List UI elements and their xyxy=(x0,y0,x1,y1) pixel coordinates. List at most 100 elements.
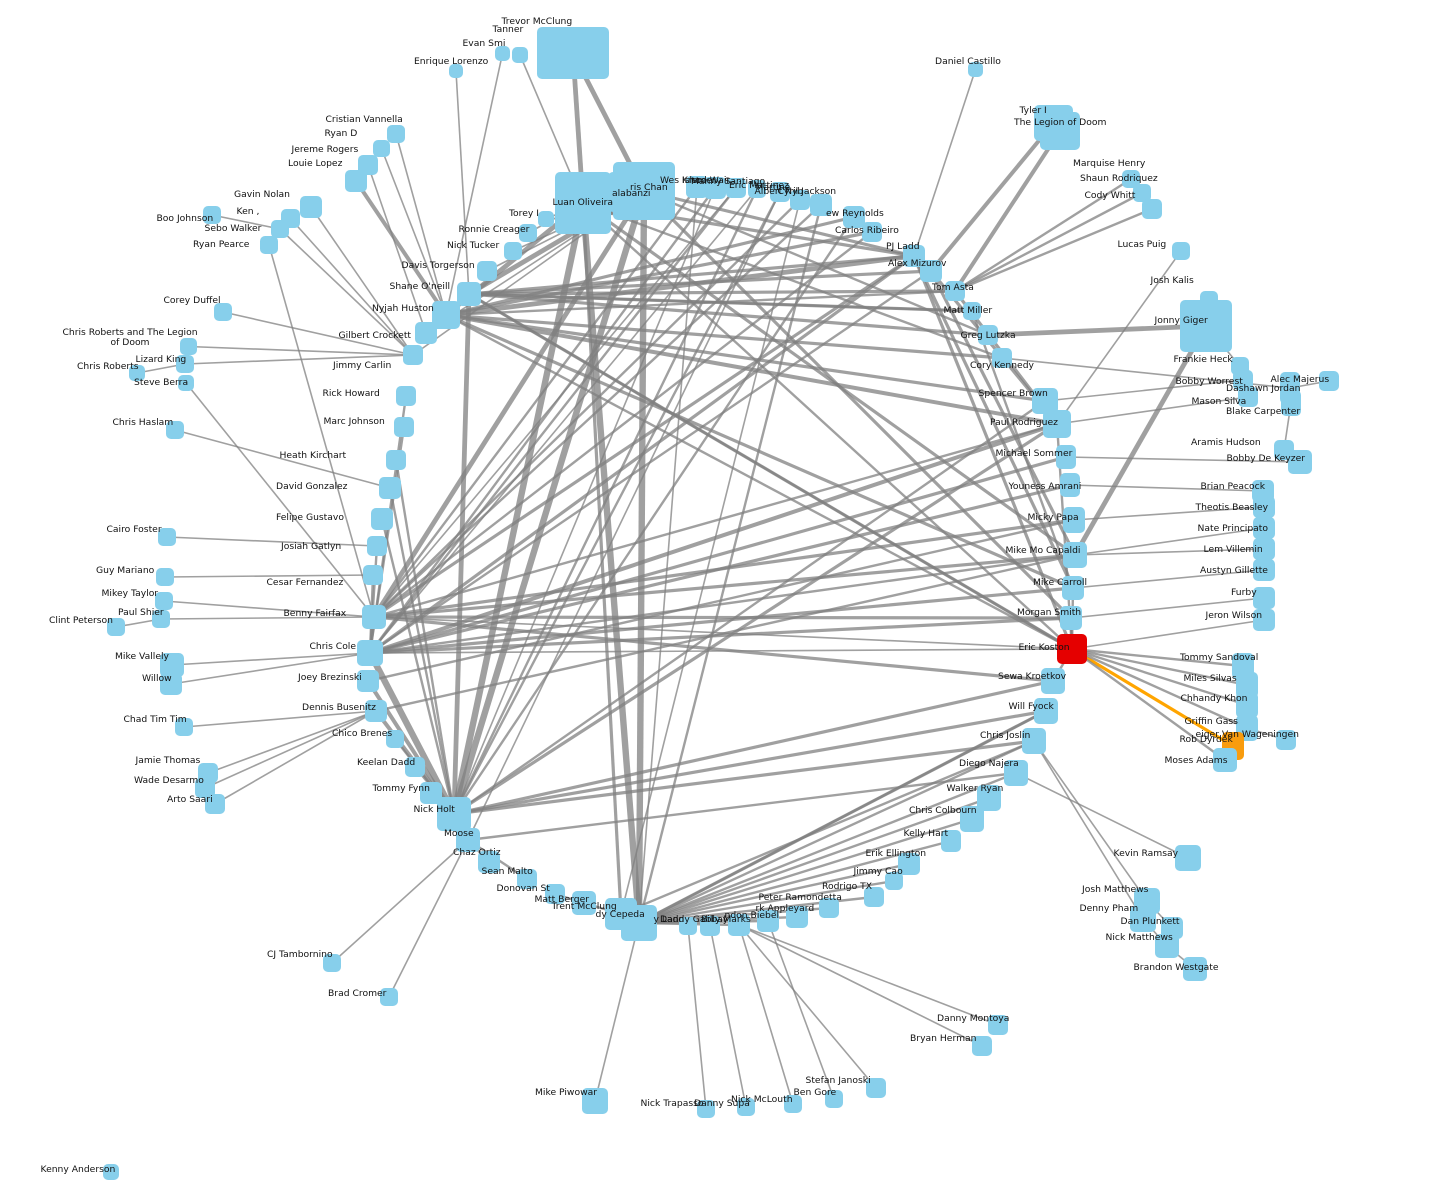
graph-node-joey-brezinski[interactable] xyxy=(357,670,379,692)
graph-node-chris-colbourn[interactable] xyxy=(960,806,984,832)
graph-node-cody-cepeda[interactable] xyxy=(621,905,657,941)
graph-node-will-fyock[interactable] xyxy=(1034,698,1058,724)
graph-node-diego-najera[interactable] xyxy=(1004,760,1028,786)
graph-node-peter-ramondetta[interactable] xyxy=(819,898,839,918)
graph-node-jeron-wilson[interactable] xyxy=(1253,609,1275,631)
graph-node-nick-matthews[interactable] xyxy=(1155,934,1179,958)
graph-node-geiger-van-wageningen[interactable] xyxy=(1276,730,1296,750)
graph-node-nick-trapasso[interactable] xyxy=(697,1100,715,1118)
graph-node-wes-kremer[interactable] xyxy=(686,176,708,198)
graph-node-bobby-worrest[interactable] xyxy=(1233,370,1253,390)
graph-node-bobby-de-keyzer[interactable] xyxy=(1288,450,1312,474)
graph-node-luan-oliveira[interactable] xyxy=(555,172,611,234)
graph-node-cyril-jackson[interactable] xyxy=(810,194,832,216)
graph-node-mason-silva[interactable] xyxy=(1238,387,1258,407)
graph-node-blake-carpenter[interactable] xyxy=(1281,390,1301,416)
graph-node-evan-smith[interactable] xyxy=(495,46,510,61)
graph-node-torey[interactable] xyxy=(538,211,554,227)
graph-node-austyn-gillette[interactable] xyxy=(1253,559,1275,581)
graph-node-albert-nyberg[interactable] xyxy=(790,190,810,210)
graph-node-eric-koston[interactable] xyxy=(1057,634,1087,664)
graph-node-jimmy-carlin[interactable] xyxy=(403,345,423,365)
graph-node-marc-johnson[interactable] xyxy=(394,417,414,437)
graph-node-chris-haslam[interactable] xyxy=(166,421,184,439)
graph-node-trevor-mcclung[interactable] xyxy=(537,27,609,79)
graph-node-paul-shier[interactable] xyxy=(152,610,170,628)
graph-node-chhandy-khon[interactable] xyxy=(1236,692,1258,718)
graph-node-greg-lutzka[interactable] xyxy=(978,325,998,345)
graph-node-kenny-anderson[interactable] xyxy=(103,1164,119,1180)
graph-node-guy-mariano[interactable] xyxy=(156,568,174,586)
graph-node-sean-malto[interactable] xyxy=(517,869,537,889)
graph-node-chaz-ortiz[interactable] xyxy=(478,851,500,873)
graph-node-kevin-ramsay[interactable] xyxy=(1175,845,1201,871)
graph-node-donovan-st[interactable] xyxy=(545,884,565,904)
graph-node-youness-amrani[interactable] xyxy=(1060,473,1080,497)
graph-node-manny-santiago[interactable] xyxy=(726,178,746,198)
graph-node-gavin-nolan[interactable] xyxy=(300,196,322,218)
graph-node-corey-duffel[interactable] xyxy=(214,303,232,321)
graph-node-keelan-dadd[interactable] xyxy=(405,757,425,777)
graph-node-mikey-taylor[interactable] xyxy=(155,592,173,610)
graph-node-brandon-biebel[interactable] xyxy=(757,910,779,932)
graph-node-furby[interactable] xyxy=(1253,587,1275,609)
graph-node-brandon-westgate[interactable] xyxy=(1183,957,1207,981)
graph-node-nick-tucker[interactable] xyxy=(504,242,522,260)
graph-node-cj-tambornino[interactable] xyxy=(323,954,341,972)
graph-node-cory-kennedy[interactable] xyxy=(992,348,1012,368)
graph-node-wade-desarmo[interactable] xyxy=(195,778,215,798)
graph-node-steve-berra[interactable] xyxy=(178,375,194,391)
graph-node-matt-miller[interactable] xyxy=(963,302,981,320)
graph-node-carlos-ribeiro[interactable] xyxy=(862,222,882,242)
graph-node-josiah-gatlyn[interactable] xyxy=(367,536,387,556)
graph-node-ben-gore[interactable] xyxy=(825,1090,843,1108)
graph-node-nick-holt[interactable] xyxy=(437,797,471,831)
graph-node-nick-mclouth[interactable] xyxy=(784,1095,802,1113)
graph-node-ronnie-creager[interactable] xyxy=(519,224,537,242)
graph-node-mike-carroll[interactable] xyxy=(1062,576,1084,600)
graph-node-dennis-busenitz[interactable] xyxy=(365,700,387,722)
graph-node-mike-mo-capaldi[interactable] xyxy=(1063,542,1087,568)
graph-node-andrew-reynolds[interactable] xyxy=(843,206,865,228)
graph-node-louie-lopez[interactable] xyxy=(345,170,367,192)
graph-node-mark-appleyard[interactable] xyxy=(786,906,808,928)
graph-node-cesar-fernandez[interactable] xyxy=(363,565,383,585)
graph-node-martina[interactable] xyxy=(770,182,790,202)
graph-node-shaun-rodriguez[interactable] xyxy=(1133,184,1151,202)
graph-node-danny-supa[interactable] xyxy=(737,1098,755,1116)
graph-node-sebo-walker[interactable] xyxy=(271,220,289,238)
graph-node-clint-peterson[interactable] xyxy=(107,618,125,636)
graph-node-danny-gabbay[interactable] xyxy=(700,916,720,936)
graph-node-danny-ladd[interactable] xyxy=(679,917,697,935)
graph-node-ryan-pearce[interactable] xyxy=(260,236,278,254)
graph-node-dan-plunkett[interactable] xyxy=(1161,917,1183,939)
graph-node-lucas-puig[interactable] xyxy=(1172,242,1190,260)
graph-node-boo-johnson[interactable] xyxy=(203,206,221,224)
graph-node-alex-mizurov[interactable] xyxy=(920,260,942,282)
graph-node-eric-martinez[interactable] xyxy=(748,180,766,198)
graph-node-ishod-wair[interactable] xyxy=(704,177,726,199)
graph-node-daniel-castillo[interactable] xyxy=(968,62,983,77)
graph-node-brad-cromer[interactable] xyxy=(380,988,398,1006)
graph-node-billy-marks[interactable] xyxy=(728,914,750,936)
graph-node-danny-montoya[interactable] xyxy=(988,1015,1008,1035)
graph-node-lizard-king[interactable] xyxy=(176,355,194,373)
graph-node-sewa-kroetkov[interactable] xyxy=(1041,668,1065,694)
graph-node-marquise-henry[interactable] xyxy=(1122,170,1140,188)
graph-node-paul-rodriguez[interactable] xyxy=(1043,410,1071,438)
graph-node-morgan-smith[interactable] xyxy=(1060,606,1082,630)
graph-node-enrique-lorenzo[interactable] xyxy=(449,64,463,78)
graph-node-rodrigo-tx[interactable] xyxy=(864,887,884,907)
graph-node-denny-pham[interactable] xyxy=(1130,906,1156,932)
graph-node-cairo-foster[interactable] xyxy=(158,528,176,546)
graph-node-chris-joslin[interactable] xyxy=(1022,728,1046,754)
graph-node-jimmy-cao[interactable] xyxy=(885,872,903,890)
graph-node-chico-brenes[interactable] xyxy=(386,730,404,748)
graph-node-micky-papa[interactable] xyxy=(1063,507,1085,533)
graph-node-benny-fairfax[interactable] xyxy=(362,605,386,629)
graph-node-rick-howard[interactable] xyxy=(396,386,416,406)
graph-node-moose[interactable] xyxy=(456,828,480,852)
graph-node-chris-roberts-legion[interactable] xyxy=(180,338,197,355)
graph-node-bryan-herman[interactable] xyxy=(972,1036,992,1056)
graph-node-kelly-hart[interactable] xyxy=(941,830,961,852)
